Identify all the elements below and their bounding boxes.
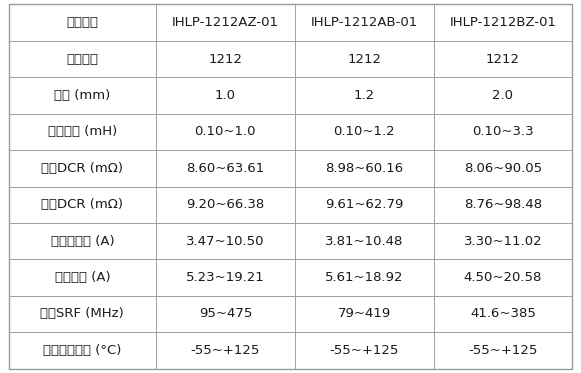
Text: 0.10~1.2: 0.10~1.2 <box>333 125 395 138</box>
Text: 典型SRF (MHz): 典型SRF (MHz) <box>41 307 124 320</box>
Text: 热额定电流 (A): 热额定电流 (A) <box>51 235 114 248</box>
Text: 最大DCR (mΩ): 最大DCR (mΩ) <box>41 198 123 211</box>
Text: 工作温度范围 (°C): 工作温度范围 (°C) <box>43 344 121 357</box>
Text: 8.60~63.61: 8.60~63.61 <box>187 162 264 175</box>
Text: 79~419: 79~419 <box>338 307 391 320</box>
Bar <box>295 150 433 186</box>
Bar <box>295 332 433 369</box>
Bar <box>433 4 572 41</box>
Bar <box>9 186 156 223</box>
Bar <box>156 332 295 369</box>
Bar <box>295 114 433 150</box>
Text: 高度 (mm): 高度 (mm) <box>54 89 110 102</box>
Bar <box>433 223 572 259</box>
Bar <box>9 114 156 150</box>
Text: 9.20~66.38: 9.20~66.38 <box>187 198 264 211</box>
Bar <box>433 332 572 369</box>
Text: 1.0: 1.0 <box>215 89 236 102</box>
Bar <box>433 296 572 332</box>
Bar <box>156 77 295 114</box>
Bar <box>156 4 295 41</box>
Bar <box>295 296 433 332</box>
Text: 1212: 1212 <box>486 53 520 66</box>
Text: 1212: 1212 <box>347 53 381 66</box>
Text: 41.6~385: 41.6~385 <box>470 307 536 320</box>
Text: -55~+125: -55~+125 <box>191 344 260 357</box>
Bar <box>156 186 295 223</box>
Bar <box>9 41 156 77</box>
Bar <box>295 41 433 77</box>
Text: -55~+125: -55~+125 <box>329 344 399 357</box>
Text: 1212: 1212 <box>209 53 242 66</box>
Bar <box>9 4 156 41</box>
Text: 感值范围 (mH): 感值范围 (mH) <box>48 125 117 138</box>
Bar <box>433 186 572 223</box>
Bar <box>433 41 572 77</box>
Text: 5.61~18.92: 5.61~18.92 <box>325 271 403 284</box>
Bar <box>9 296 156 332</box>
Text: 饱和电流 (A): 饱和电流 (A) <box>55 271 110 284</box>
Bar <box>433 114 572 150</box>
Bar <box>156 223 295 259</box>
Text: 2.0: 2.0 <box>493 89 514 102</box>
Text: IHLP-1212BZ-01: IHLP-1212BZ-01 <box>449 16 557 29</box>
Text: 0.10~1.0: 0.10~1.0 <box>195 125 256 138</box>
Bar <box>156 41 295 77</box>
Text: 3.47~10.50: 3.47~10.50 <box>186 235 264 248</box>
Bar <box>433 150 572 186</box>
Text: 4.50~20.58: 4.50~20.58 <box>464 271 542 284</box>
Bar <box>9 259 156 296</box>
Text: 5.23~19.21: 5.23~19.21 <box>186 271 265 284</box>
Text: 95~475: 95~475 <box>199 307 252 320</box>
Text: 1.2: 1.2 <box>354 89 375 102</box>
Bar <box>156 150 295 186</box>
Text: 8.98~60.16: 8.98~60.16 <box>325 162 403 175</box>
Text: IHLP-1212AZ-01: IHLP-1212AZ-01 <box>172 16 279 29</box>
Text: IHLP-1212AB-01: IHLP-1212AB-01 <box>310 16 418 29</box>
Bar <box>295 77 433 114</box>
Bar <box>156 259 295 296</box>
Text: 外形尺寸: 外形尺寸 <box>66 53 98 66</box>
Bar <box>433 259 572 296</box>
Bar <box>295 186 433 223</box>
Bar <box>156 296 295 332</box>
Bar <box>295 223 433 259</box>
Bar <box>295 259 433 296</box>
Bar <box>9 150 156 186</box>
Text: 典型DCR (mΩ): 典型DCR (mΩ) <box>41 162 123 175</box>
Bar <box>295 4 433 41</box>
Text: 8.76~98.48: 8.76~98.48 <box>464 198 542 211</box>
Text: -55~+125: -55~+125 <box>468 344 537 357</box>
Text: 9.61~62.79: 9.61~62.79 <box>325 198 403 211</box>
Bar <box>433 77 572 114</box>
Bar <box>9 223 156 259</box>
Bar <box>9 77 156 114</box>
Bar <box>9 332 156 369</box>
Text: 0.10~3.3: 0.10~3.3 <box>472 125 534 138</box>
Text: 产品编号: 产品编号 <box>66 16 98 29</box>
Text: 3.30~11.02: 3.30~11.02 <box>464 235 542 248</box>
Bar <box>156 114 295 150</box>
Text: 8.06~90.05: 8.06~90.05 <box>464 162 542 175</box>
Text: 3.81~10.48: 3.81~10.48 <box>325 235 403 248</box>
